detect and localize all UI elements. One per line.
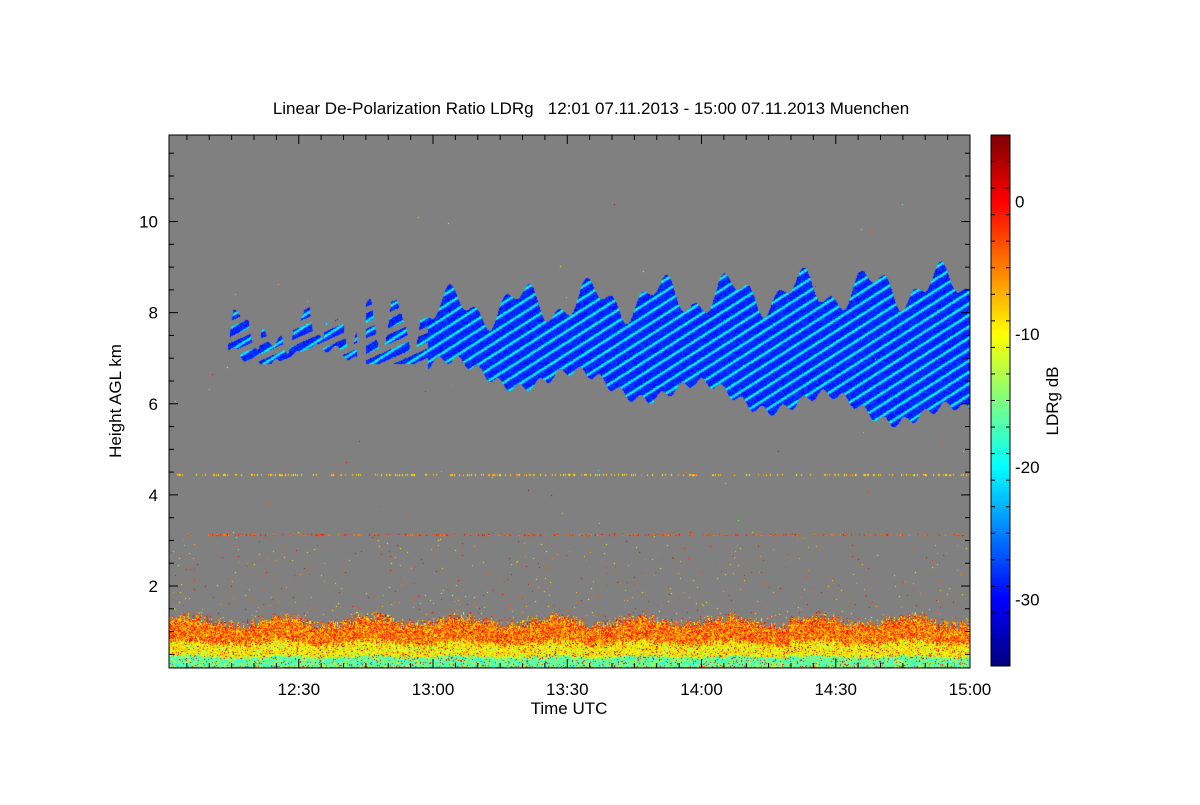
ldr-heatmap [169,135,970,668]
x-tick-label: 12:30 [277,680,320,699]
plot-area [168,134,971,669]
y-tick-label: 10 [139,213,158,232]
colorbar-tick-label: -20 [1015,458,1040,477]
colorbar-tick-label: 0 [1015,192,1024,211]
plot-frame [168,134,971,669]
y-tick-label: 4 [149,486,158,505]
x-tick-label: 15:00 [949,680,992,699]
y-axis-label: Height AGL km [106,344,125,458]
x-axis-label: Time UTC [531,699,608,718]
x-tick-label: 14:30 [814,680,857,699]
x-tick-label: 13:30 [546,680,589,699]
colorbar: 0 -10 -20 -30 LDRg dB [990,134,1062,667]
colorbar-label: LDRg dB [1043,367,1062,436]
chart-title: Linear De-Polarization Ratio LDRg 12:01 … [273,99,909,118]
x-axis: 12:30 13:00 13:30 14:00 14:30 15:00 [186,135,992,699]
y-tick-label: 8 [149,304,158,323]
y-tick-label: 2 [149,577,158,596]
colorbar-tick-label: -10 [1015,325,1040,344]
colorbar-gradient [991,135,1010,666]
x-tick-label: 14:00 [680,680,723,699]
x-tick-label: 13:00 [412,680,455,699]
colorbar-tick-label: -30 [1015,591,1040,610]
colorbar-ticks: 0 -10 -20 -30 [991,134,1040,667]
y-axis: 2 4 6 8 10 [139,152,970,655]
y-tick-label: 6 [149,395,158,414]
